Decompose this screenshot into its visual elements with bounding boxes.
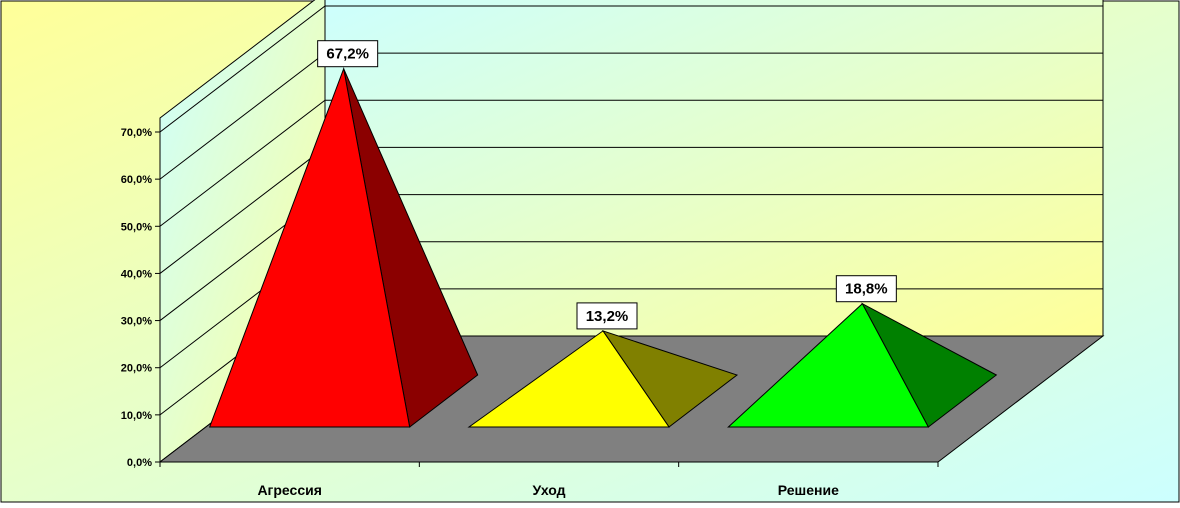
y-tick-label: 50,0% [121, 221, 152, 233]
x-category-label: Агрессия [257, 482, 321, 498]
data-label-box [576, 302, 638, 330]
pyramid-bar [727, 302, 930, 428]
y-tick-label: 10,0% [121, 410, 152, 422]
data-label-box [835, 275, 897, 303]
y-tick-label: 30,0% [121, 316, 152, 328]
back-wall [324, 0, 1104, 337]
x-category-label: Решение [778, 482, 839, 498]
pyramid-bar [467, 330, 670, 428]
y-tick-label: 0,0% [127, 457, 152, 469]
y-tick-label: 70,0% [121, 127, 152, 139]
gridline [159, 99, 1103, 227]
y-tick-label: 60,0% [121, 174, 152, 186]
data-label: 13,2% [586, 308, 629, 325]
gridline [159, 5, 1103, 133]
data-label-box [317, 40, 379, 68]
data-label: 18,8% [845, 281, 888, 298]
pyramid-bar [208, 66, 411, 428]
y-tick-label: 40,0% [121, 268, 152, 280]
y-tick-label: 20,0% [121, 363, 152, 375]
x-category-label: Уход [532, 482, 565, 498]
data-label: 67,2% [326, 46, 369, 63]
